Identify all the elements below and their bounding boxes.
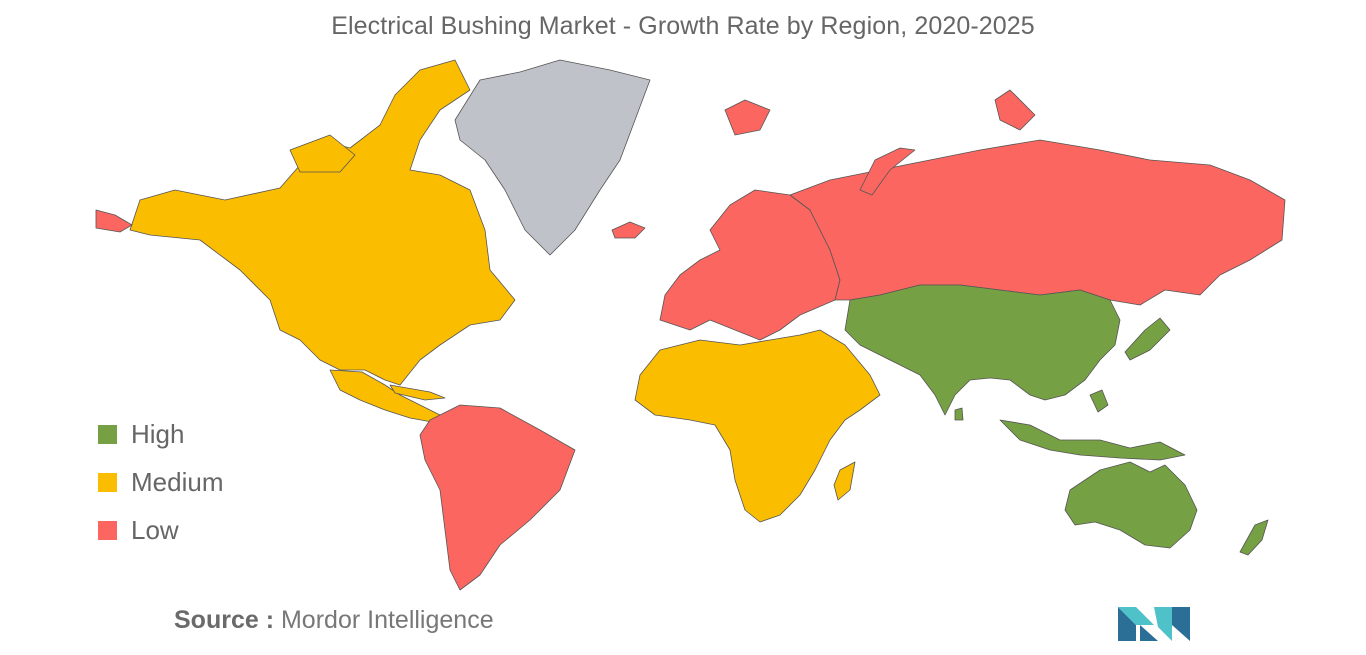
- region-novaya-zemlya: [859, 147, 916, 196]
- region-north-america: [129, 59, 516, 386]
- source-text: Mordor Intelligence: [280, 606, 494, 634]
- legend: High Medium Low: [98, 410, 223, 554]
- region-japan: [1124, 317, 1171, 361]
- legend-item-high: High: [98, 410, 223, 458]
- region-svalbard: [724, 99, 771, 136]
- region-arctic-islands: [289, 134, 356, 173]
- source-note: Source : Mordor Intelligence: [174, 606, 494, 635]
- region-asia-pacific: [844, 284, 1121, 416]
- region-australia: [1064, 461, 1198, 549]
- region-greenland: [454, 59, 651, 256]
- region-southeast-asia: [999, 419, 1186, 461]
- legend-label-low: Low: [131, 514, 179, 545]
- region-iceland: [611, 221, 646, 239]
- region-severnaya: [994, 89, 1036, 131]
- legend-label-medium: Medium: [131, 466, 224, 497]
- legend-label-high: High: [131, 418, 185, 449]
- region-madagascar: [833, 461, 856, 501]
- region-caribbean: [389, 384, 446, 401]
- legend-swatch-medium: [98, 472, 117, 492]
- page-title: Electrical Bushing Market - Growth Rate …: [331, 12, 1035, 40]
- legend-item-low: Low: [98, 506, 223, 554]
- mordor-intelligence-logo-icon: [1118, 607, 1190, 641]
- legend-swatch-low: [98, 520, 117, 540]
- region-new-zealand: [1239, 519, 1269, 556]
- source-prefix: Source :: [174, 606, 275, 634]
- legend-item-medium: Medium: [98, 458, 223, 506]
- region-middle-east-africa: [634, 329, 881, 523]
- region-philippines: [1089, 389, 1109, 413]
- region-south-america: [419, 404, 576, 591]
- legend-swatch-high: [98, 424, 117, 444]
- region-far-west: [95, 209, 133, 233]
- region-russia: [789, 139, 1286, 306]
- region-sri-lanka: [954, 407, 964, 421]
